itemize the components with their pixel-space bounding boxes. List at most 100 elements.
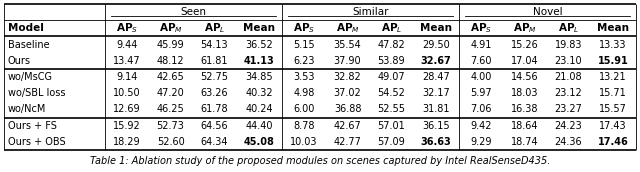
Text: 10.50: 10.50 <box>113 88 141 98</box>
Text: AP$_L$: AP$_L$ <box>204 22 225 35</box>
Text: 15.91: 15.91 <box>598 56 628 66</box>
Text: 18.74: 18.74 <box>511 137 538 147</box>
Text: Mean: Mean <box>597 23 629 33</box>
Text: Seen: Seen <box>180 7 207 17</box>
Text: 36.15: 36.15 <box>422 121 450 131</box>
Text: AP$_M$: AP$_M$ <box>159 22 182 35</box>
Text: 5.15: 5.15 <box>293 40 315 50</box>
Text: 57.01: 57.01 <box>378 121 405 131</box>
Text: 10.03: 10.03 <box>290 137 317 147</box>
Text: 31.81: 31.81 <box>422 104 450 114</box>
Text: Model: Model <box>8 23 44 33</box>
Text: 15.71: 15.71 <box>599 88 627 98</box>
Text: 29.50: 29.50 <box>422 40 450 50</box>
Text: 13.21: 13.21 <box>599 72 627 82</box>
Text: 47.20: 47.20 <box>157 88 184 98</box>
Text: 7.60: 7.60 <box>470 56 492 66</box>
Text: 9.14: 9.14 <box>116 72 138 82</box>
Text: 23.27: 23.27 <box>554 104 582 114</box>
Text: AP$_S$: AP$_S$ <box>470 22 492 35</box>
Text: 63.26: 63.26 <box>200 88 228 98</box>
Text: 24.36: 24.36 <box>554 137 582 147</box>
Text: 36.52: 36.52 <box>245 40 273 50</box>
Text: 44.40: 44.40 <box>245 121 273 131</box>
Text: 3.53: 3.53 <box>293 72 315 82</box>
Text: 32.82: 32.82 <box>333 72 362 82</box>
Text: 49.07: 49.07 <box>378 72 405 82</box>
Text: Table 1: Ablation study of the proposed modules on scenes captured by Intel Real: Table 1: Ablation study of the proposed … <box>90 156 550 166</box>
Text: 9.29: 9.29 <box>470 137 492 147</box>
Text: 52.60: 52.60 <box>157 137 184 147</box>
Text: 61.81: 61.81 <box>200 56 228 66</box>
Text: Ours + OBS: Ours + OBS <box>8 137 66 147</box>
Text: 7.06: 7.06 <box>470 104 492 114</box>
Text: 42.65: 42.65 <box>157 72 184 82</box>
Text: 13.47: 13.47 <box>113 56 141 66</box>
Text: 4.00: 4.00 <box>470 72 492 82</box>
Text: 14.56: 14.56 <box>511 72 538 82</box>
Text: 64.34: 64.34 <box>200 137 228 147</box>
Text: 15.57: 15.57 <box>599 104 627 114</box>
Text: 6.23: 6.23 <box>293 56 315 66</box>
Text: 28.47: 28.47 <box>422 72 450 82</box>
Text: 24.23: 24.23 <box>554 121 582 131</box>
Text: 4.91: 4.91 <box>470 40 492 50</box>
Text: 17.46: 17.46 <box>598 137 628 147</box>
Text: Similar: Similar <box>352 7 389 17</box>
Text: wo/SBL loss: wo/SBL loss <box>8 88 65 98</box>
Text: 53.89: 53.89 <box>378 56 405 66</box>
Text: 15.92: 15.92 <box>113 121 141 131</box>
Text: 54.52: 54.52 <box>378 88 405 98</box>
Text: 37.02: 37.02 <box>333 88 362 98</box>
Text: AP$_L$: AP$_L$ <box>381 22 402 35</box>
Text: 18.64: 18.64 <box>511 121 538 131</box>
Text: 61.78: 61.78 <box>200 104 228 114</box>
Text: 15.26: 15.26 <box>511 40 538 50</box>
Text: 18.03: 18.03 <box>511 88 538 98</box>
Text: 18.29: 18.29 <box>113 137 141 147</box>
Text: 6.00: 6.00 <box>293 104 315 114</box>
Text: 46.25: 46.25 <box>157 104 184 114</box>
Text: Ours: Ours <box>8 56 31 66</box>
Text: 16.38: 16.38 <box>511 104 538 114</box>
Text: 5.97: 5.97 <box>470 88 492 98</box>
Text: 40.24: 40.24 <box>245 104 273 114</box>
Text: 23.12: 23.12 <box>554 88 582 98</box>
Text: 48.12: 48.12 <box>157 56 184 66</box>
Text: 9.42: 9.42 <box>470 121 492 131</box>
Text: 17.43: 17.43 <box>599 121 627 131</box>
Text: 57.09: 57.09 <box>378 137 405 147</box>
Text: wo/NcM: wo/NcM <box>8 104 46 114</box>
Text: 32.17: 32.17 <box>422 88 450 98</box>
Text: 21.08: 21.08 <box>554 72 582 82</box>
Text: wo/MsCG: wo/MsCG <box>8 72 53 82</box>
Text: 42.77: 42.77 <box>333 137 362 147</box>
Text: AP$_M$: AP$_M$ <box>335 22 360 35</box>
Text: 34.85: 34.85 <box>245 72 273 82</box>
Text: Mean: Mean <box>420 23 452 33</box>
Text: 13.33: 13.33 <box>599 40 627 50</box>
Text: 37.90: 37.90 <box>334 56 362 66</box>
Text: Mean: Mean <box>243 23 275 33</box>
Text: 35.54: 35.54 <box>333 40 362 50</box>
Text: 52.73: 52.73 <box>157 121 184 131</box>
Text: 42.67: 42.67 <box>333 121 362 131</box>
Text: 4.98: 4.98 <box>293 88 315 98</box>
Text: 64.56: 64.56 <box>200 121 228 131</box>
Text: AP$_M$: AP$_M$ <box>513 22 536 35</box>
Text: Baseline: Baseline <box>8 40 50 50</box>
Text: 45.08: 45.08 <box>244 137 275 147</box>
Text: Ours + FS: Ours + FS <box>8 121 57 131</box>
Text: 19.83: 19.83 <box>554 40 582 50</box>
Text: 45.99: 45.99 <box>157 40 184 50</box>
Text: 41.13: 41.13 <box>244 56 275 66</box>
Text: 54.13: 54.13 <box>200 40 228 50</box>
Text: 12.69: 12.69 <box>113 104 141 114</box>
Text: AP$_L$: AP$_L$ <box>557 22 579 35</box>
Text: 52.55: 52.55 <box>377 104 405 114</box>
Text: 47.82: 47.82 <box>378 40 405 50</box>
Text: Novel: Novel <box>532 7 563 17</box>
Text: 52.75: 52.75 <box>200 72 228 82</box>
Text: 36.63: 36.63 <box>420 137 451 147</box>
Text: 32.67: 32.67 <box>420 56 451 66</box>
